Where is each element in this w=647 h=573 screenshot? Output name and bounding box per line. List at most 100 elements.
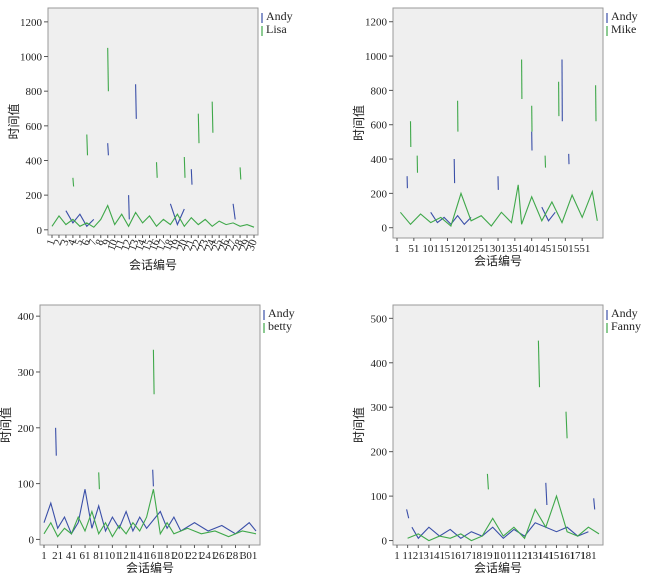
x-tick-label: 111 [506,550,522,562]
y-tick-label: 1200 [20,17,43,29]
series-line-segment [537,340,541,388]
y-tick-label: 1000 [365,51,388,63]
series-line-segment [407,494,600,542]
x-tick-label: 29 [238,237,253,252]
y-tick-label: 200 [26,190,43,202]
y-tick-label: 200 [371,188,388,200]
legend-entry: Andy [611,306,638,320]
x-tick-label: 351 [507,243,524,255]
x-tick-label: 281 [227,550,244,562]
series-line-segment [183,156,186,178]
x-tick-label: 21 [182,238,197,252]
x-tick-label: 1 [41,550,47,562]
series-line-segment [135,84,137,119]
x-tick-label: 26 [217,237,232,252]
x-tick-label: 21 [52,550,63,562]
x-axis-title: 会话编号 [126,560,174,573]
x-tick-label: 25 [210,237,225,252]
x-tick-label: 61 [80,550,91,562]
y-tick-label: 300 [371,402,388,414]
y-tick-label: 500 [371,313,388,325]
x-tick-label: 71 [466,550,477,562]
x-tick-label: 11 [402,550,413,562]
series-Andy [406,59,570,226]
x-tick-label: 2 [52,238,65,247]
series-line-segment [541,206,556,222]
series-line-segment [406,509,410,519]
x-tick-label: 30 [245,237,260,252]
series-line-segment [169,203,185,227]
series-line-segment [486,473,489,490]
x-tick-label: 24 [203,237,218,252]
x-tick-label: 81 [93,550,104,562]
legend-entry: Lisa [266,22,287,36]
legend-entry: Mike [611,22,636,36]
y-tick-label: 400 [371,358,388,370]
x-tick-label: 101 [422,243,439,255]
x-tick-label: 181 [159,550,176,562]
series-line-segment [565,411,568,439]
x-axis-title: 会话编号 [474,253,522,268]
y-tick-label: 600 [26,121,43,133]
x-tick-label: 161 [145,550,162,562]
x-tick-label: 91 [487,550,498,562]
x-tick-label: 14 [133,237,148,252]
legend-entry: Andy [266,9,293,23]
series-line-segment [593,498,596,510]
y-tick-label: 1200 [365,17,388,29]
y-tick-label: 400 [26,155,43,167]
series-line-segment [72,177,75,187]
x-tick-label: 61 [455,550,466,562]
series-Fanny [407,340,600,542]
x-tick-label: 171 [569,550,586,562]
x-tick-label: 22 [189,238,204,252]
plot-area [392,304,604,546]
series-line-segment [545,482,548,506]
x-tick-label: 1 [45,238,58,247]
x-tick-label: 81 [477,550,488,562]
x-tick-label: 181 [580,550,597,562]
x-tick-label: 19 [168,237,183,252]
y-axis-title: 时间值 [0,407,13,443]
x-tick-label: 501 [557,243,574,255]
y-axis-title: 时间值 [351,407,366,443]
x-tick-label: 12 [119,238,134,252]
legend-entry: betty [268,319,292,333]
x-tick-label: 101 [495,550,512,562]
series-betty [43,349,257,538]
legend-entry: Andy [268,306,295,320]
chart-panel-1: 0200400600800100012001234567891011121314… [6,7,293,272]
x-tick-label: 131 [527,550,544,562]
x-tick-label: 161 [559,550,576,562]
y-tick-label: 100 [18,479,35,491]
x-tick-label: 41 [66,550,77,562]
y-axis-title: 时间值 [351,105,366,141]
x-axis-title: 会话编号 [129,257,177,272]
x-tick-label: 301 [490,243,507,255]
x-tick-label: 28 [231,237,246,252]
x-tick-label: 17 [154,237,169,252]
y-tick-label: 800 [26,86,43,98]
series-line-segment [239,167,242,180]
y-tick-label: 600 [371,120,388,132]
x-tick-label: 451 [540,243,557,255]
legend-entry: Andy [611,9,638,23]
y-tick-label: 400 [371,154,388,166]
x-tick-label: 23 [196,237,211,252]
x-tick-label: 141 [131,550,148,562]
series-line-segment [155,162,158,178]
x-axis-title: 会话编号 [474,560,522,573]
plot-area [39,304,261,546]
x-tick-label: 51 [445,550,456,562]
x-tick-label: 241 [200,550,217,562]
x-tick-label: 15 [140,237,155,252]
x-tick-label: 221 [186,550,203,562]
series-line-segment [107,47,109,92]
series-Mike [399,59,598,227]
plot-area [392,7,604,239]
x-tick-label: 5 [73,237,86,247]
